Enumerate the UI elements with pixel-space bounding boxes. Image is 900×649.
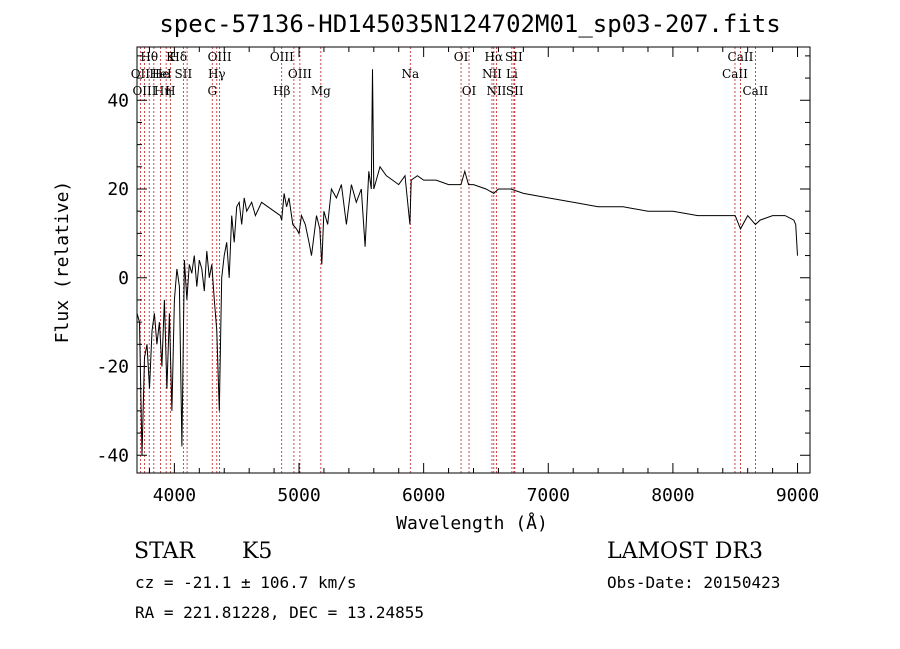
plot-frame [136, 46, 811, 474]
line-label: Mg [311, 84, 331, 98]
line-label: Hβ [273, 84, 290, 98]
line-label: OIII [270, 50, 294, 64]
x-axis: 4000 5000 6000 7000 8000 9000 [148, 47, 819, 506]
x-tick-label: 6000 [402, 485, 445, 506]
object-class: STAR [134, 539, 195, 564]
line-label: G [207, 84, 217, 98]
line-label: OII [131, 67, 151, 81]
line-label: CaII [722, 67, 748, 81]
spectrum-chart: spec-57136-HD145035N124702M01_sp03-207.f… [52, 10, 819, 534]
line-label: SII [175, 67, 193, 81]
line-marker-group [139, 47, 756, 473]
line-label: Na [401, 67, 419, 81]
coordinates-text: RA = 221.81228, DEC = 13.24855 [135, 603, 424, 622]
line-label: Hα [485, 50, 504, 64]
line-label: SII [505, 50, 523, 64]
line-label: NII [482, 67, 502, 81]
line-label: Hη [154, 84, 172, 98]
y-axis-label: Flux (relative) [52, 181, 73, 344]
spectrum-line [136, 69, 798, 456]
y-tick-label: 0 [118, 268, 129, 289]
y-axis: -40 -20 0 20 40 [96, 55, 810, 466]
x-tick-label: 8000 [651, 485, 694, 506]
line-label: OIII [132, 84, 156, 98]
y-tick-label: -40 [96, 445, 129, 466]
line-label: Hδ [169, 50, 187, 64]
obs-date: Obs-Date: 20150423 [607, 573, 781, 592]
line-label: HeI [149, 67, 172, 81]
line-label: H [165, 84, 175, 98]
x-tick-label: 9000 [776, 485, 819, 506]
line-label: He [152, 67, 170, 81]
line-label: Hγ [208, 67, 226, 81]
x-tick-label: 7000 [527, 485, 570, 506]
line-label: CaII [728, 50, 754, 64]
y-tick-label: 40 [107, 90, 129, 111]
x-tick-label: 5000 [277, 485, 320, 506]
y-tick-label: 20 [107, 179, 129, 200]
line-label: OIII [288, 67, 312, 81]
line-label: OI [462, 84, 477, 98]
redshift-text: cz = -21.1 ± 106.7 km/s [135, 573, 357, 592]
survey-name: LAMOST DR3 [607, 539, 763, 564]
line-label: Li [506, 67, 518, 81]
x-axis-label: Wavelength (Å) [396, 512, 548, 534]
line-label: OIII [208, 50, 232, 64]
line-label: NII [486, 84, 506, 98]
chart-title: spec-57136-HD145035N124702M01_sp03-207.f… [159, 10, 780, 38]
line-label: CaII [742, 84, 768, 98]
x-tick-label: 4000 [153, 485, 196, 506]
object-subclass: K5 [242, 539, 273, 564]
y-tick-label: -20 [96, 357, 129, 378]
line-label: SII [506, 84, 524, 98]
line-label: Hθ [140, 50, 158, 64]
line-label: OI [454, 50, 469, 64]
line-label: K [166, 50, 176, 64]
